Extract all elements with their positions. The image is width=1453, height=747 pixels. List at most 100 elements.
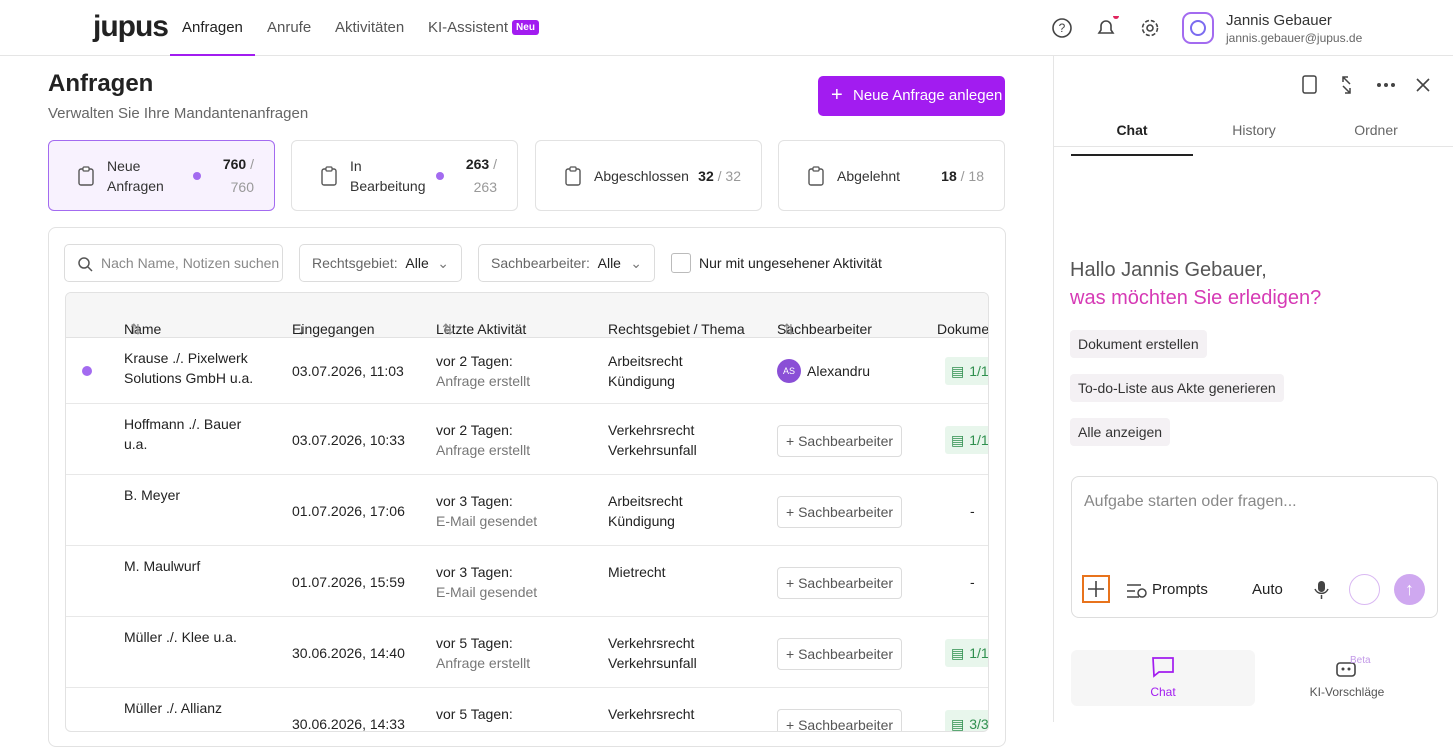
magic-button[interactable] [1349,574,1380,605]
sort-icon[interactable]: ⇅ [130,321,142,337]
header-icons: ? [1052,16,1159,38]
activity: vor 5 Tagen: Anfrage erstellt [436,633,530,673]
bottom-tab[interactable]: Beta KI-Vorschläge [1255,650,1439,706]
send-button[interactable]: ↑ [1394,574,1425,605]
table-row[interactable]: Müller ./. Klee u.a. 30.06.2026, 14:40 vor… [66,617,988,688]
tab[interactable]: Chat [1071,122,1193,156]
stat-card[interactable]: Abgelehnt 18 / 18 [778,140,1005,211]
activity-time: vor 5 Tagen: [436,705,513,722]
assignee[interactable]: AS Alexandru [777,359,870,383]
table-row[interactable]: Hoffmann ./. Bauer u.a. 03.07.2026, 10:33… [66,404,988,475]
client-name: M. Maulwurf [124,558,201,574]
mic-icon[interactable] [1312,579,1332,601]
nav-item[interactable]: Anrufe [267,19,312,36]
doc-icon: ▤ [951,363,965,379]
activity: vor 5 Tagen: [436,704,513,724]
doc-count: 1/1 [969,431,989,448]
status-dot [436,171,444,180]
bottom-tab-label: Chat [1150,685,1176,699]
doc-count: 1/1 [969,363,989,379]
placeholder: Aufgabe starten oder fragen... [1084,493,1297,510]
bottom-tab[interactable]: Chat [1071,650,1255,706]
top-bar: jupus Anfragen Anrufe Aktivitäten KI-Ass… [0,0,1453,56]
area: Verkehrsrecht Verkehrsunfall [608,420,697,460]
column-label: Name [124,321,162,337]
add-icon[interactable] [1082,575,1112,605]
mode-selector[interactable]: Auto [1252,581,1283,598]
add-assignee-button[interactable]: + Sachbearbeiter [777,708,903,731]
topic: Kündigung [608,373,675,389]
user-name: Jannis Gebauer [1226,12,1332,29]
area-name: Verkehrsrecht [608,421,695,438]
card-label: Neue Anfragen [107,157,164,194]
nav-item[interactable]: KI-Assistent Neu [428,0,539,56]
divider [1054,146,1453,147]
requests-table: Name ⇅ Eingegangen ↓ Letzte Aktivität ⇅ Rec… [65,292,989,732]
table-row[interactable]: Müller ./. Allianz 30.06.2026, 14:33 vor 5… [66,688,988,731]
count: 263 [465,155,490,172]
panel-icons [1302,75,1430,94]
activity: vor 3 Tagen: E-Mail gesendet [436,562,537,602]
documents[interactable]: ▤ 1/1 [945,638,989,667]
client-name: Krause ./. Pixelwerk Solutions GmbH u.a. [124,350,254,386]
activity-time: vor 5 Tagen: [436,634,513,651]
tab[interactable]: History [1232,122,1276,138]
page-title: Anfragen [48,70,154,97]
area-name: Verkehrsrecht [608,705,695,722]
prompts-button[interactable]: Prompts [1152,581,1208,598]
sort-icon[interactable]: ⇅ [442,321,454,337]
logo[interactable]: jupus [93,10,169,43]
documents: - [970,502,975,519]
activity-text: Anfrage erstellt [436,373,531,389]
table-row[interactable]: B. Meyer 01.07.2026, 17:06 vor 3 Tagen: E-M… [66,475,988,546]
card-count: 32 / 32 [698,168,741,184]
avatar[interactable] [1182,12,1214,44]
area-name: Arbeitsrecht [608,492,683,509]
table-row[interactable]: Krause ./. Pixelwerk Solutions GmbH u.a.… [66,338,988,404]
nav-item[interactable]: Anfragen [170,0,255,56]
area: Arbeitsrecht Kündigung [608,351,683,391]
area-name: Mietrecht [608,563,666,580]
count: 760 [222,155,247,172]
documents[interactable]: ▤ 1/1 [945,425,989,454]
assignee-filter[interactable]: Sachbearbeiter: Alle ⌄ [478,244,655,282]
area-name: Verkehrsrecht [608,634,695,651]
chat-input[interactable]: Aufgabe starten oder fragen... Prompts A… [1071,476,1438,618]
suggestion[interactable]: To-do-Liste aus Akte generieren [1070,374,1284,402]
add-assignee-button[interactable]: + Sachbearbeiter [777,424,903,457]
stat-card[interactable]: Neue Anfragen 760 / 760 [48,140,275,211]
bottom-tab-label: KI-Vorschläge [1309,685,1385,699]
card-icon [78,165,94,186]
area-name: Arbeitsrecht [608,353,683,369]
stat-card[interactable]: Abgeschlossen 32 / 32 [535,140,762,211]
doc-icon: ▤ [951,644,965,661]
nav-item[interactable]: Aktivitäten [335,19,405,36]
topic: Kündigung [608,512,675,529]
doc-count: 1/1 [969,644,989,661]
card-count: 760 / 760 [204,153,254,199]
page-subtitle: Verwalten Sie Ihre Mandantenanfragen [48,105,309,122]
add-assignee-button[interactable]: + Sachbearbeiter [777,637,903,670]
search-input[interactable]: Nach Name, Notizen suchen [64,244,283,282]
sort-icon[interactable]: ↓ [298,321,305,337]
activity: vor 2 Tagen: Anfrage erstellt [436,351,530,391]
status-dot [193,171,201,180]
new-request-button[interactable]: + Neue Anfrage anlegen [818,76,1005,116]
table-row[interactable]: M. Maulwurf 01.07.2026, 15:59 vor 3 Tagen:… [66,546,988,617]
stat-card[interactable]: In Bearbeitung 263 / 263 [291,140,518,211]
suggestion[interactable]: Alle anzeigen [1070,418,1171,446]
badge: Neu [512,20,539,35]
suggestion[interactable]: Dokument erstellen [1070,330,1207,358]
activity-time: vor 2 Tagen: [436,421,513,438]
area-filter[interactable]: Rechtsgebiet: Alle ⌄ [299,244,462,282]
add-assignee-button[interactable]: + Sachbearbeiter [777,566,903,599]
tab[interactable]: Ordner [1354,122,1398,138]
checkbox[interactable] [671,253,691,273]
received-date: 03.07.2026, 11:03 [292,363,404,379]
beta-badge: Beta [1350,655,1371,666]
documents[interactable]: ▤ 1/1 [945,357,989,385]
add-assignee-button[interactable]: + Sachbearbeiter [777,495,903,528]
documents[interactable]: ▤ 3/3 [945,709,988,731]
sort-icon[interactable]: ⇅ [783,321,795,337]
